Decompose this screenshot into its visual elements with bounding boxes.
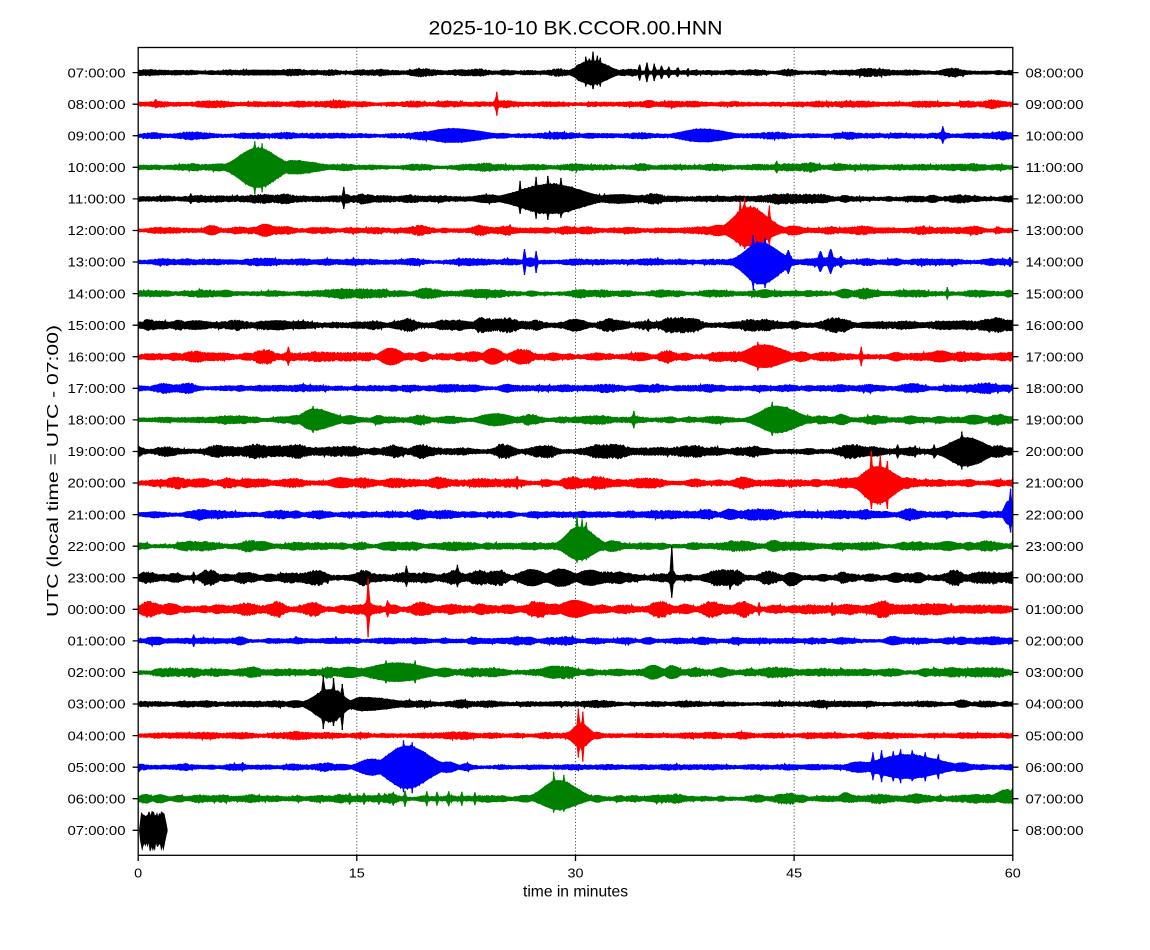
svg-text:10:00:00: 10:00:00 (68, 160, 126, 175)
svg-text:02:00:00: 02:00:00 (68, 665, 126, 680)
svg-text:03:00:00: 03:00:00 (68, 697, 126, 712)
svg-text:20:00:00: 20:00:00 (68, 476, 126, 491)
svg-text:05:00:00: 05:00:00 (68, 760, 126, 775)
svg-text:21:00:00: 21:00:00 (68, 507, 126, 522)
svg-text:16:00:00: 16:00:00 (1026, 318, 1084, 333)
svg-text:10:00:00: 10:00:00 (1026, 128, 1084, 143)
svg-text:08:00:00: 08:00:00 (1026, 65, 1084, 80)
svg-text:21:00:00: 21:00:00 (1026, 476, 1084, 491)
svg-text:45: 45 (786, 865, 802, 880)
svg-text:12:00:00: 12:00:00 (1026, 192, 1084, 207)
svg-text:00:00:00: 00:00:00 (68, 602, 126, 617)
svg-text:14:00:00: 14:00:00 (1026, 255, 1084, 270)
svg-text:19:00:00: 19:00:00 (1026, 413, 1084, 428)
svg-text:UTC (local time = UTC - 07:00): UTC (local time = UTC - 07:00) (45, 325, 62, 617)
svg-text:08:00:00: 08:00:00 (68, 97, 126, 112)
svg-text:05:00:00: 05:00:00 (1026, 728, 1084, 743)
svg-text:09:00:00: 09:00:00 (68, 128, 126, 143)
svg-text:12:00:00: 12:00:00 (68, 223, 126, 238)
svg-text:07:00:00: 07:00:00 (68, 823, 126, 838)
svg-text:15:00:00: 15:00:00 (1026, 286, 1084, 301)
svg-text:08:00:00: 08:00:00 (1026, 823, 1084, 838)
svg-text:09:00:00: 09:00:00 (1026, 97, 1084, 112)
svg-text:07:00:00: 07:00:00 (68, 65, 126, 80)
svg-text:01:00:00: 01:00:00 (1026, 602, 1084, 617)
svg-text:22:00:00: 22:00:00 (1026, 507, 1084, 522)
svg-text:06:00:00: 06:00:00 (68, 791, 126, 806)
svg-text:22:00:00: 22:00:00 (68, 539, 126, 554)
svg-text:30: 30 (568, 865, 584, 880)
svg-text:14:00:00: 14:00:00 (68, 286, 126, 301)
svg-text:15: 15 (349, 865, 365, 880)
svg-text:23:00:00: 23:00:00 (68, 570, 126, 585)
svg-text:17:00:00: 17:00:00 (68, 381, 126, 396)
svg-text:01:00:00: 01:00:00 (68, 634, 126, 649)
svg-text:04:00:00: 04:00:00 (68, 728, 126, 743)
svg-text:00:00:00: 00:00:00 (1026, 570, 1084, 585)
svg-text:0: 0 (134, 865, 142, 880)
svg-text:2025-10-10 BK.CCOR.00.HNN: 2025-10-10 BK.CCOR.00.HNN (429, 19, 723, 40)
svg-text:60: 60 (1005, 865, 1021, 880)
svg-text:20:00:00: 20:00:00 (1026, 444, 1084, 459)
svg-text:time in minutes: time in minutes (523, 883, 628, 900)
svg-text:18:00:00: 18:00:00 (1026, 381, 1084, 396)
svg-text:04:00:00: 04:00:00 (1026, 697, 1084, 712)
svg-text:17:00:00: 17:00:00 (1026, 349, 1084, 364)
svg-text:23:00:00: 23:00:00 (1026, 539, 1084, 554)
svg-text:11:00:00: 11:00:00 (1026, 160, 1084, 175)
svg-text:18:00:00: 18:00:00 (68, 413, 126, 428)
svg-text:16:00:00: 16:00:00 (68, 349, 126, 364)
svg-text:13:00:00: 13:00:00 (1026, 223, 1084, 238)
svg-text:03:00:00: 03:00:00 (1026, 665, 1084, 680)
svg-text:07:00:00: 07:00:00 (1026, 791, 1084, 806)
svg-text:13:00:00: 13:00:00 (68, 255, 126, 270)
svg-text:19:00:00: 19:00:00 (68, 444, 126, 459)
svg-text:02:00:00: 02:00:00 (1026, 634, 1084, 649)
svg-text:15:00:00: 15:00:00 (68, 318, 126, 333)
svg-text:11:00:00: 11:00:00 (68, 192, 126, 207)
svg-text:06:00:00: 06:00:00 (1026, 760, 1084, 775)
